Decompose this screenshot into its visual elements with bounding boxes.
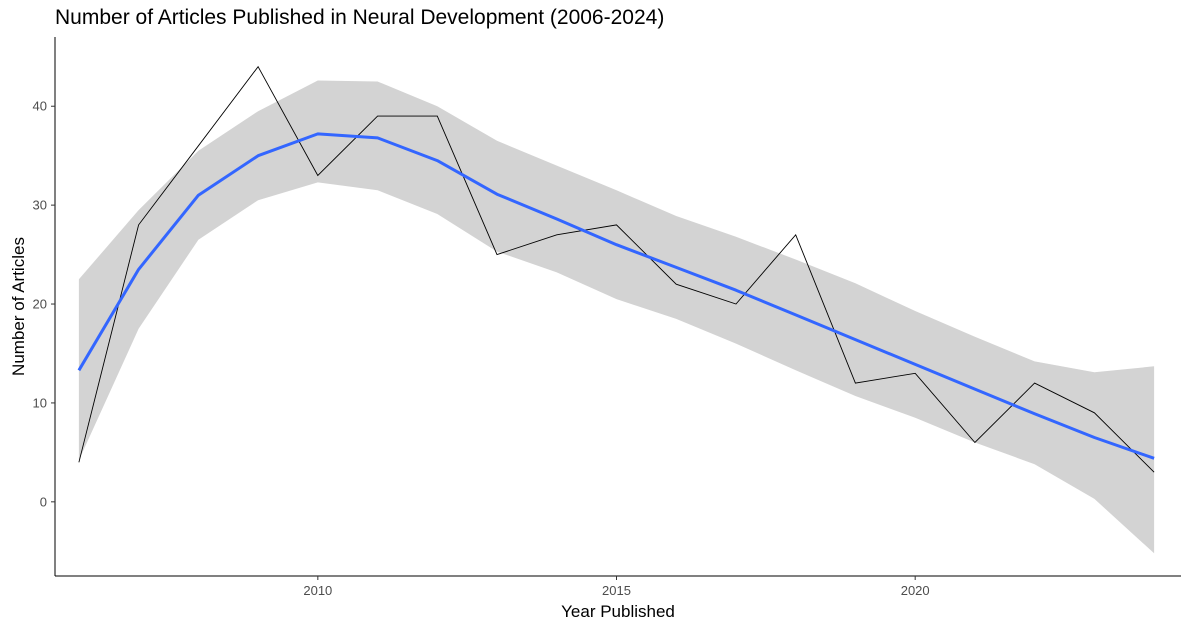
confidence-band [78, 80, 1155, 554]
chart-title: Number of Articles Published in Neural D… [55, 6, 665, 29]
y-tick-label: 0 [40, 494, 47, 509]
y-axis-ticks: 0 10 20 30 40 [33, 99, 55, 509]
x-tick-label: 2010 [303, 583, 332, 598]
y-tick-label: 40 [33, 99, 47, 114]
x-tick-label: 2015 [602, 583, 631, 598]
x-axis-ticks: 2010 2015 2020 [303, 576, 930, 598]
y-tick-label: 10 [33, 395, 47, 410]
y-axis-title: Number of Articles [9, 237, 28, 376]
smooth-trend-line [77, 132, 1155, 460]
y-tick-label: 20 [33, 297, 47, 312]
y-tick-label: 30 [33, 198, 47, 213]
x-tick-label: 2020 [901, 583, 930, 598]
observed-series-line [78, 65, 1155, 473]
x-axis-title: Year Published [561, 602, 675, 621]
